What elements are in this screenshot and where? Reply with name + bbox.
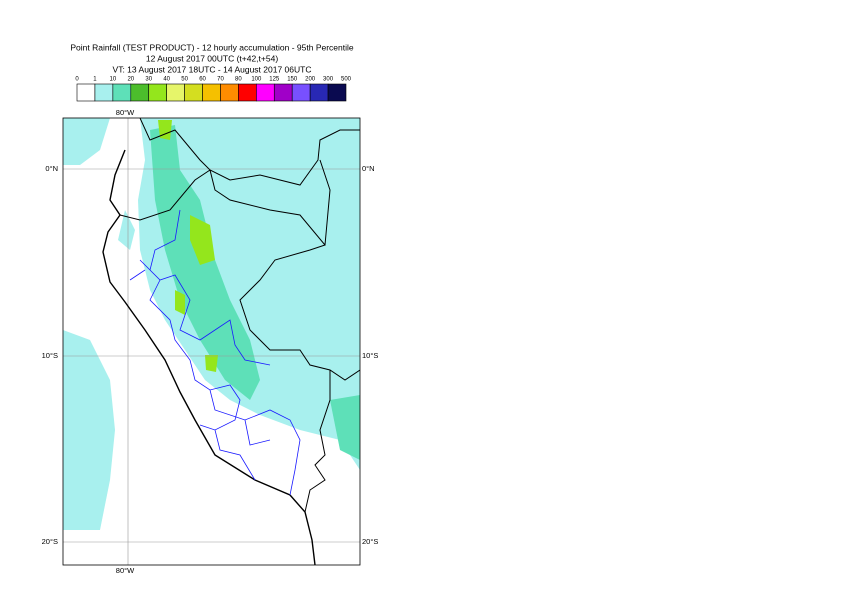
legend-swatch [256,83,275,102]
legend-label: 20 [127,77,134,83]
lon-label: 80°W [116,566,135,575]
lat-label: 10°S [42,351,58,360]
legend-label: 125 [269,77,280,83]
lon-label: 80°W [116,108,135,117]
lat-label: 20°S [362,537,378,546]
legend-swatch [238,83,257,102]
rain-area [63,118,110,165]
coastline [102,149,316,565]
legend-label: 200 [305,77,316,83]
legend-swatch [184,83,203,102]
lat-label: 20°S [42,537,58,546]
legend-swatch [202,83,221,102]
legend-swatch [220,83,239,102]
map-area [63,118,360,565]
rain-area [330,395,360,460]
rain-area [118,210,135,250]
legend-swatch [130,83,150,102]
legend-swatch [112,83,132,102]
lat-label: 0°N [45,164,58,173]
legend-label: 150 [287,77,298,83]
lat-label: 10°S [362,351,378,360]
legend-label: 60 [199,77,206,83]
legend-label: 100 [251,77,262,83]
legend-label: 40 [163,77,170,83]
country-border [119,118,360,513]
legend: 0 1 10 20 30 40 50 60 70 80 100 125 150 200 300 500 [75,77,352,102]
legend-swatch [291,83,311,102]
legend-swatch [76,83,96,102]
legend-label: 30 [145,77,152,83]
valid-time: VT: 13 August 2017 18UTC - 14 August 201… [113,64,312,74]
legend-swatch [273,83,293,102]
rain-area [158,120,172,140]
legend-label: 80 [235,77,242,83]
province-border [129,209,301,496]
legend-label: 500 [341,77,352,83]
lat-label: 0°N [362,164,375,173]
legend-swatch [309,83,329,102]
legend-label: 10 [110,77,117,83]
legend-swatch [148,83,167,102]
legend-label: 0 [75,77,79,83]
legend-swatch [166,83,185,102]
legend-label: 1 [93,77,97,83]
rain-area [63,330,115,530]
legend-swatch [94,83,114,102]
map-frame [62,117,361,566]
rain-area [205,355,218,372]
rain-area [175,290,185,315]
rain-area [190,215,215,265]
base-time: 12 August 2017 00UTC (t+42,t+54) [146,53,278,63]
legend-swatch [327,83,347,102]
title: Point Rainfall (TEST PRODUCT) - 12 hourl… [70,42,354,52]
legend-label: 70 [217,77,224,83]
legend-label: 50 [181,77,188,83]
legend-label: 300 [323,77,334,83]
